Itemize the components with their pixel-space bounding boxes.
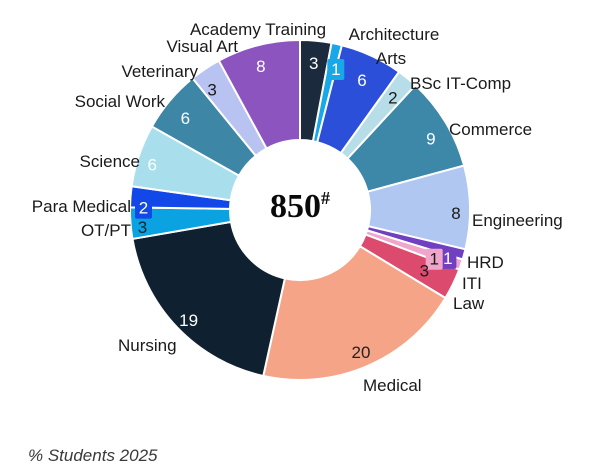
value-label-iti: 1 [429,250,438,269]
value-label-architecture: 1 [331,60,340,79]
value-label-bsc-it-comp: 2 [388,89,397,108]
category-label-science: Science [80,152,140,171]
value-label-ot-pt: 3 [138,218,147,237]
category-label-commerce: Commerce [449,120,532,139]
category-label-visual-art: Visual Art [166,37,238,56]
value-label-academy-training: 3 [309,54,318,73]
category-label-arts: Arts [376,49,406,68]
category-label-engineering: Engineering [472,211,563,230]
value-label-social-work: 6 [181,109,190,128]
value-label-hrd: 1 [443,249,452,268]
category-label-para-medical: Para Medical [32,197,131,216]
value-label-engineering: 8 [451,204,460,223]
value-label-medical: 20 [352,343,371,362]
pie-slice-medical [262,245,447,381]
value-label-nursing: 19 [179,311,198,330]
category-label-iti: ITI [462,274,482,293]
category-label-bsc-it-comp: BSc IT-Comp [410,74,511,93]
category-label-veterinary: Veterinary [121,62,198,81]
chart-footnote: % Students 2025 [28,446,158,465]
value-label-commerce: 9 [426,129,435,148]
category-label-ot-pt: OT/PT [81,221,131,240]
value-label-law: 3 [420,262,429,281]
category-label-architecture: Architecture [349,25,440,44]
donut-center-value: 850# [270,188,330,225]
category-label-medical: Medical [363,376,422,395]
pie-slice-nursing [131,220,286,377]
value-label-science: 6 [147,156,156,175]
value-chip-para-medical [135,197,152,219]
value-chip-architecture [327,59,345,80]
value-label-visual-art: 8 [256,57,265,76]
category-label-law: Law [453,294,485,313]
category-label-hrd: HRD [467,253,504,272]
value-chip-iti [425,248,443,270]
value-label-veterinary: 3 [207,80,216,99]
category-label-academy-training: Academy Training [190,20,326,39]
value-label-para-medical: 2 [139,199,148,218]
category-label-nursing: Nursing [118,336,177,355]
category-label-social-work: Social Work [75,92,166,111]
pie-slice-visual-art [217,39,301,150]
value-label-arts: 6 [357,71,366,90]
value-chip-hrd [439,247,457,269]
